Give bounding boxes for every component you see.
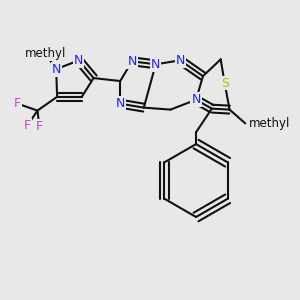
Text: N: N <box>191 93 201 106</box>
Text: F: F <box>36 120 43 133</box>
Text: N: N <box>176 54 185 67</box>
Text: methyl: methyl <box>249 117 291 130</box>
Text: F: F <box>14 97 21 110</box>
Text: N: N <box>52 63 61 76</box>
Text: S: S <box>220 76 229 89</box>
Text: N: N <box>151 58 160 71</box>
Text: N: N <box>127 55 137 68</box>
Text: F: F <box>24 119 31 132</box>
Text: N: N <box>74 54 83 67</box>
Text: methyl: methyl <box>25 47 66 60</box>
Text: N: N <box>116 97 125 110</box>
